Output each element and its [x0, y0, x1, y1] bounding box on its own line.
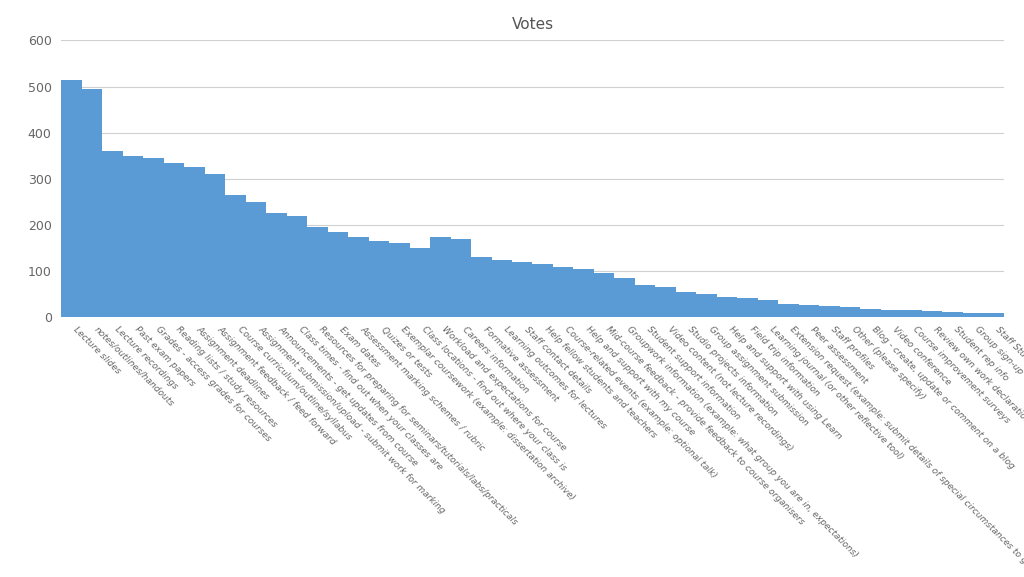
Bar	[184, 167, 205, 317]
Bar	[61, 80, 82, 317]
Bar	[512, 262, 532, 317]
Bar	[246, 202, 266, 317]
Bar	[594, 273, 614, 317]
Bar	[328, 232, 348, 317]
Bar	[143, 158, 164, 317]
Bar	[635, 285, 655, 317]
Bar	[430, 237, 451, 317]
Bar	[389, 243, 410, 317]
Bar	[307, 227, 328, 317]
Bar	[676, 292, 696, 317]
Bar	[348, 237, 369, 317]
Bar	[696, 294, 717, 317]
Bar	[942, 312, 963, 317]
Bar	[205, 174, 225, 317]
Bar	[860, 309, 881, 317]
Bar	[492, 260, 512, 317]
Bar	[655, 287, 676, 317]
Bar	[451, 239, 471, 317]
Bar	[82, 89, 102, 317]
Bar	[901, 310, 922, 317]
Bar	[758, 300, 778, 317]
Bar	[778, 304, 799, 317]
Bar	[266, 213, 287, 317]
Bar	[922, 312, 942, 317]
Bar	[573, 269, 594, 317]
Bar	[881, 309, 901, 317]
Bar	[225, 195, 246, 317]
Bar	[102, 151, 123, 317]
Bar	[983, 313, 1004, 317]
Bar	[717, 297, 737, 317]
Bar	[819, 306, 840, 317]
Bar	[799, 305, 819, 317]
Bar	[164, 163, 184, 317]
Bar	[471, 257, 492, 317]
Bar	[963, 313, 983, 317]
Bar	[737, 298, 758, 317]
Bar	[369, 241, 389, 317]
Bar	[287, 216, 307, 317]
Bar	[614, 278, 635, 317]
Bar	[532, 264, 553, 317]
Bar	[123, 156, 143, 317]
Title: Votes: Votes	[511, 17, 554, 32]
Bar	[410, 248, 430, 317]
Bar	[840, 307, 860, 317]
Bar	[553, 267, 573, 317]
